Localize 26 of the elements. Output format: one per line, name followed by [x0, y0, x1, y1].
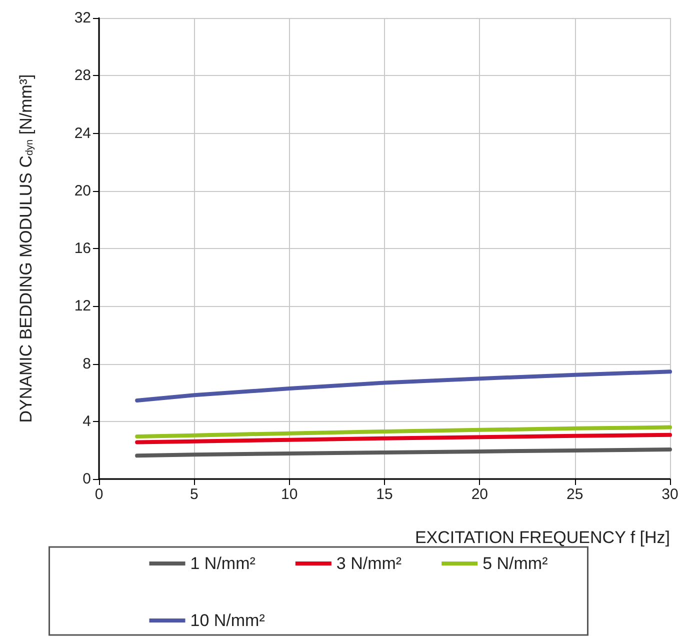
y-tick-label: 32 [74, 10, 91, 26]
x-tick-label: 30 [662, 486, 678, 503]
x-tick-label: 5 [190, 486, 198, 503]
y-tick-label: 0 [82, 470, 91, 488]
line-series [135, 447, 672, 458]
y-tick-label: 12 [74, 298, 91, 315]
x-tick-label: 15 [376, 486, 393, 503]
x-tick-label: 20 [471, 486, 488, 503]
x-tick-label: 10 [280, 486, 298, 503]
legend-label: 1 N/mm² [190, 554, 256, 573]
y-tick-label: 20 [74, 182, 91, 200]
line-series [135, 370, 672, 402]
legend-label: 3 N/mm² [336, 554, 402, 573]
y-axis-title: DYNAMIC BEDDING MODULUS Cdyn [N/mm³] [16, 74, 36, 423]
legend-label: 5 N/mm² [482, 554, 548, 573]
x-tick-label: 0 [94, 486, 104, 503]
y-tick-label: 8 [82, 355, 91, 372]
x-axis-title: EXCITATION FREQUENCY f [Hz] [414, 528, 670, 547]
legend-label: 10 N/mm² [190, 611, 266, 630]
y-tick-label: 28 [74, 67, 91, 84]
y-tick-label: 4 [82, 412, 91, 430]
line-series [135, 425, 672, 438]
x-tick-label: 25 [566, 486, 584, 503]
y-tick-label: 24 [74, 124, 91, 142]
line-series [135, 432, 672, 444]
y-tick-label: 16 [74, 240, 91, 257]
